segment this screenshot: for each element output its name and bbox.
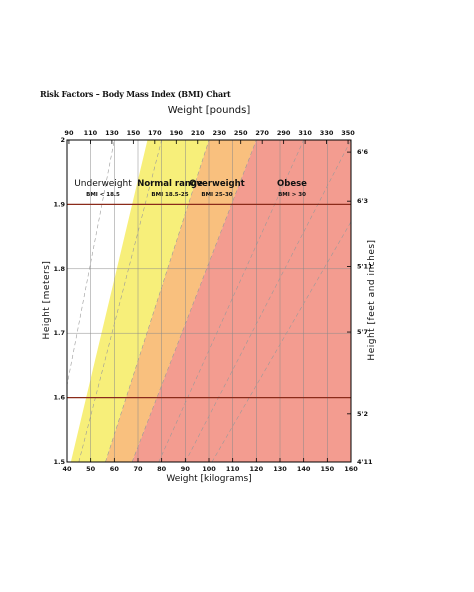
kg-tick-label: 130 bbox=[273, 465, 287, 473]
category-label: Underweight bbox=[74, 179, 132, 189]
lb-tick-label: 90 bbox=[64, 129, 74, 137]
category-label: Overweight bbox=[189, 179, 244, 189]
lb-tick-label: 250 bbox=[234, 129, 248, 137]
lb-tick-label: 210 bbox=[191, 129, 205, 137]
m-tick-label: 1.7 bbox=[53, 329, 65, 337]
bmi-guide-line bbox=[67, 140, 115, 387]
lb-tick-label: 150 bbox=[127, 129, 141, 137]
top-axis-label: Weight [pounds] bbox=[168, 105, 251, 116]
kg-tick-label: 160 bbox=[344, 465, 358, 473]
kg-tick-label: 140 bbox=[297, 465, 311, 473]
kg-tick-label: 110 bbox=[226, 465, 240, 473]
m-tick-label: 1.8 bbox=[53, 265, 65, 273]
category-label: Normal range bbox=[137, 179, 203, 189]
lb-tick-label: 330 bbox=[320, 129, 334, 137]
ftin-tick-label: 5'2 bbox=[357, 410, 368, 418]
bottom-axis-label: Weight [kilograms] bbox=[166, 474, 251, 484]
ftin-tick-label: 5'7 bbox=[357, 328, 368, 336]
kg-tick-label: 40 bbox=[62, 465, 72, 473]
lb-tick-label: 290 bbox=[277, 129, 291, 137]
page-title: Risk Factors – Body Mass Index (BMI) Cha… bbox=[40, 89, 231, 99]
bmi-guide-line bbox=[131, 140, 257, 462]
category-range-label: BMI 18.5-25 bbox=[151, 192, 188, 198]
left-axis-label: Height [meters] bbox=[42, 261, 52, 340]
kg-tick-label: 50 bbox=[86, 465, 96, 473]
category-label: Obese bbox=[277, 179, 307, 189]
kg-tick-label: 150 bbox=[321, 465, 335, 473]
ftin-tick-label: 4'11 bbox=[357, 458, 373, 466]
kg-tick-label: 90 bbox=[181, 465, 191, 473]
kg-tick-label: 100 bbox=[202, 465, 216, 473]
m-tick-label: 1.5 bbox=[53, 458, 65, 466]
lb-tick-label: 350 bbox=[341, 129, 355, 137]
ftin-tick-label: 5'11 bbox=[357, 263, 373, 271]
bmi-region-obese bbox=[132, 140, 351, 462]
kg-tick-label: 120 bbox=[250, 465, 264, 473]
lb-tick-label: 270 bbox=[255, 129, 269, 137]
category-range-label: BMI > 30 bbox=[278, 192, 306, 198]
lb-tick-label: 110 bbox=[84, 129, 98, 137]
bmi-guide-line bbox=[105, 140, 210, 462]
bmi-region-underweight bbox=[67, 140, 148, 462]
lb-tick-label: 190 bbox=[170, 129, 184, 137]
ftin-tick-label: 6'3 bbox=[357, 197, 368, 205]
kg-tick-label: 60 bbox=[110, 465, 120, 473]
lb-tick-label: 230 bbox=[212, 129, 226, 137]
category-range-label: BMI < 18.5 bbox=[86, 192, 120, 198]
bmi-region-normal-range bbox=[70, 140, 210, 462]
ftin-tick-label: 6'6 bbox=[357, 148, 369, 156]
m-tick-label: 2 bbox=[60, 136, 65, 144]
bmi-guide-line bbox=[185, 140, 351, 462]
category-range-label: BMI 25-30 bbox=[201, 192, 232, 198]
m-tick-label: 1.6 bbox=[53, 394, 65, 402]
bmi-region-overweight bbox=[105, 140, 257, 462]
kg-tick-label: 80 bbox=[157, 465, 167, 473]
right-axis-label: Height [feet and inches] bbox=[367, 239, 377, 360]
bmi-guide-line bbox=[158, 140, 304, 462]
lb-tick-label: 130 bbox=[105, 129, 119, 137]
lb-tick-label: 310 bbox=[298, 129, 312, 137]
lb-tick-label: 170 bbox=[148, 129, 162, 137]
kg-tick-label: 70 bbox=[133, 465, 143, 473]
m-tick-label: 1.9 bbox=[53, 200, 65, 208]
